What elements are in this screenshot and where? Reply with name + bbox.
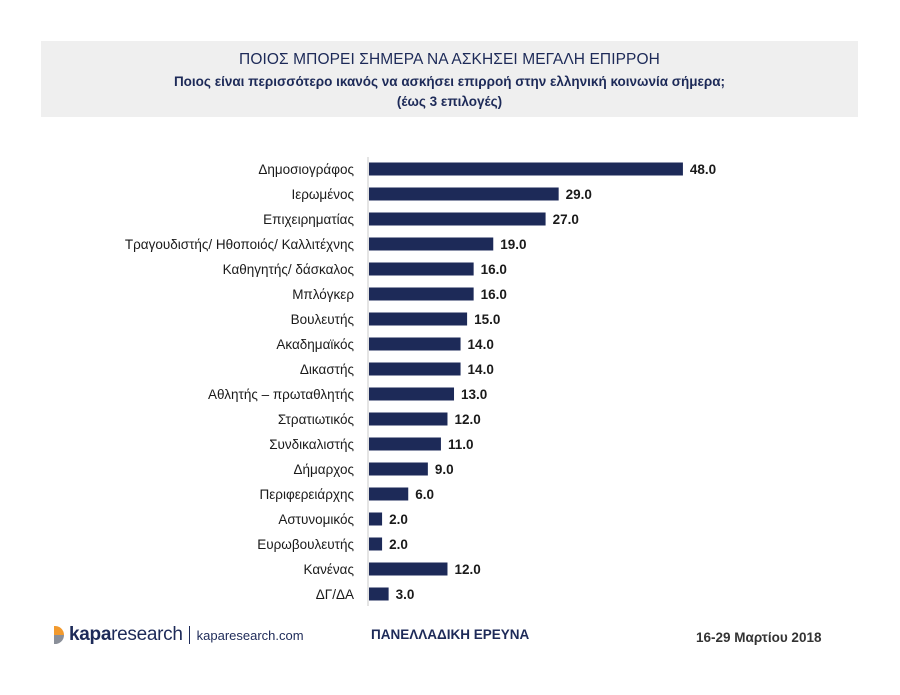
category-label: Αστυνομικός: [278, 512, 354, 527]
category-label: ΔΓ/ΔΑ: [316, 587, 354, 602]
bar: [369, 387, 455, 401]
logo-word-kapa: kapa: [69, 624, 112, 645]
bar: [369, 362, 461, 376]
bar: [369, 462, 428, 476]
logo-separator: [188, 626, 190, 644]
category-label: Συνδικαλιστής: [269, 437, 354, 452]
chart-note: (έως 3 επιλογές): [396, 94, 503, 109]
bar-chart: Δημοσιογράφος 48.0 Ιερωμένος 29.0 Επιχειρημα…: [125, 157, 716, 606]
kapa-research-logo: kapa research kaparesearch.com: [52, 623, 304, 647]
data-label: 11.0: [448, 437, 474, 452]
bar: [369, 562, 448, 576]
category-label: Τραγουδιστής/ Ηθοποιός/ Καλλιτέχνης: [125, 237, 355, 252]
data-label: 27.0: [553, 212, 579, 227]
category-label: Ευρωβουλευτής: [257, 537, 354, 552]
bar: [369, 412, 448, 426]
data-label: 14.0: [468, 337, 494, 352]
chart-subtitle: Ποιος είναι περισσότερο ικανός να ασκήσε…: [173, 74, 726, 89]
bar: [369, 262, 474, 276]
data-label: 19.0: [500, 237, 526, 252]
logo-url: kaparesearch.com: [196, 627, 304, 643]
data-label: 48.0: [690, 162, 716, 177]
data-label: 9.0: [435, 462, 454, 477]
bar: [369, 312, 468, 326]
logo-mark-icon: [52, 624, 66, 646]
bar: [369, 162, 683, 176]
chart-title: ΠΟΙΟΣ ΜΠΟΡΕΙ ΣΗΜΕΡΑ ΝΑ ΑΣΚΗΣΕΙ ΜΕΓΑΛΗ ΕΠ…: [239, 51, 660, 68]
data-label: 12.0: [454, 562, 480, 577]
data-label: 2.0: [389, 512, 408, 527]
category-label: Δήμαρχος: [293, 462, 354, 477]
bar: [369, 587, 389, 601]
bar: [369, 512, 383, 526]
chart-header: ΠΟΙΟΣ ΜΠΟΡΕΙ ΣΗΜΕΡΑ ΝΑ ΑΣΚΗΣΕΙ ΜΕΓΑΛΗ ΕΠ…: [41, 41, 858, 117]
data-label: 12.0: [454, 412, 480, 427]
category-label: Δικαστής: [300, 362, 355, 377]
bar: [369, 537, 383, 551]
data-label: 2.0: [389, 537, 408, 552]
survey-date: 16-29 Μαρτίου 2018: [696, 630, 822, 645]
data-label: 14.0: [468, 362, 494, 377]
bar: [369, 237, 494, 251]
category-label: Δημοσιογράφος: [258, 162, 354, 177]
bar: [369, 437, 441, 451]
data-label: 3.0: [396, 587, 415, 602]
data-label: 29.0: [566, 187, 592, 202]
category-label: Μπλόγκερ: [292, 287, 354, 302]
category-label: Στρατιωτικός: [278, 412, 355, 427]
bars-group: Δημοσιογράφος 48.0 Ιερωμένος 29.0 Επιχειρημα…: [125, 157, 716, 606]
data-label: 16.0: [481, 262, 507, 277]
category-label: Περιφερειάρχης: [260, 487, 355, 502]
category-label: Βουλευτής: [291, 312, 355, 327]
category-label: Καθηγητής/ δάσκαλος: [223, 262, 355, 277]
category-label: Κανένας: [304, 562, 355, 577]
data-label: 6.0: [415, 487, 434, 502]
survey-label: ΠΑΝΕΛΛΑΔΙΚΗ ΕΡΕΥΝΑ: [371, 627, 530, 642]
bar: [369, 337, 461, 351]
bar: [369, 212, 546, 226]
data-label: 13.0: [461, 387, 487, 402]
category-label: Αθλητής – πρωταθλητής: [208, 387, 355, 402]
data-label: 16.0: [481, 287, 507, 302]
bar: [369, 487, 409, 501]
logo-word-research: research: [111, 624, 183, 645]
bar: [369, 187, 559, 201]
category-label: Ιερωμένος: [291, 187, 354, 202]
category-label: Ακαδημαϊκός: [276, 337, 354, 352]
bar: [369, 287, 474, 301]
category-label: Επιχειρηματίας: [263, 212, 354, 227]
data-label: 15.0: [474, 312, 500, 327]
